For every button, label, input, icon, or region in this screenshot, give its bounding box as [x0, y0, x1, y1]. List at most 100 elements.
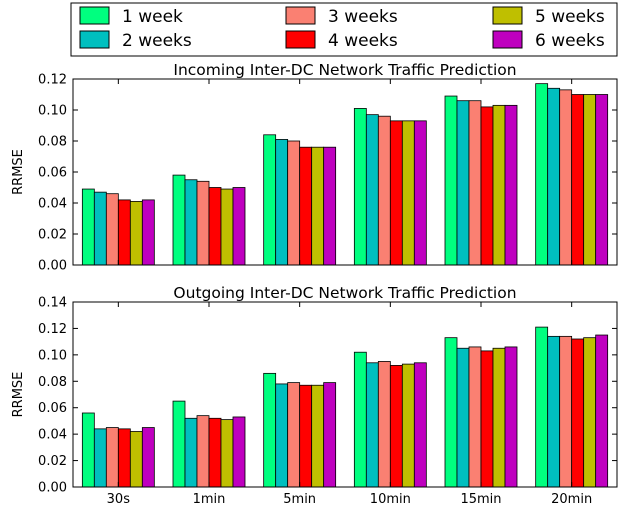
bar	[365, 362, 379, 488]
legend-label: 5 weeks	[535, 7, 605, 27]
legend-frame	[70, 2, 618, 57]
x-tick-label: 5min	[283, 492, 316, 507]
bar	[583, 94, 597, 266]
bar	[311, 384, 325, 488]
bar	[105, 427, 119, 488]
legend: 1 week 2 weeks 3 weeks 4 weeks 5 weeks 6 week…	[70, 2, 618, 57]
bar	[535, 326, 549, 488]
bar	[220, 419, 234, 488]
bar	[468, 346, 482, 488]
y-tick-label: 0.10	[38, 104, 67, 119]
y-tick-label: 0.08	[38, 375, 67, 390]
legend-label: 2 weeks	[122, 31, 192, 51]
bar	[117, 428, 131, 488]
bar	[184, 417, 198, 488]
bar	[263, 372, 277, 488]
x-tick-label: 10min	[370, 492, 411, 507]
legend-label: 6 weeks	[535, 31, 605, 51]
bar	[311, 146, 325, 266]
bar	[365, 114, 379, 266]
bar	[129, 201, 143, 266]
bar	[401, 120, 415, 266]
bar	[141, 427, 155, 488]
bar	[456, 347, 470, 488]
y-tick-label: 0.04	[38, 197, 67, 212]
bar	[196, 415, 210, 488]
bar	[480, 106, 494, 266]
bar	[353, 351, 367, 488]
bar	[81, 188, 95, 266]
legend-swatch	[492, 30, 523, 49]
bar	[141, 199, 155, 266]
bar	[208, 187, 222, 266]
bar	[93, 191, 107, 266]
bar	[263, 134, 277, 266]
bar	[299, 384, 313, 488]
bar	[559, 335, 573, 488]
y-tick-label: 0.10	[38, 348, 67, 363]
bar	[232, 416, 246, 488]
bar	[413, 362, 427, 488]
y-tick-label: 0.08	[38, 135, 67, 150]
legend-swatch	[79, 6, 110, 25]
bar	[287, 140, 301, 266]
y-tick-label: 0.12	[38, 73, 67, 88]
legend-label: 4 weeks	[328, 31, 398, 51]
bar	[353, 108, 367, 266]
bar	[547, 335, 561, 488]
x-tick-label: 15min	[460, 492, 501, 507]
bar	[504, 346, 518, 488]
y-tick-label: 0.06	[38, 166, 67, 181]
incoming-traffic-panel: Incoming Inter-DC Network Traffic Predic…	[11, 61, 618, 274]
bar	[535, 83, 549, 266]
y-axis-label: RRMSE	[11, 372, 26, 418]
bar	[595, 94, 609, 266]
bar	[444, 337, 458, 488]
bar	[275, 139, 289, 266]
bar	[81, 412, 95, 488]
x-tick-label: 20min	[551, 492, 592, 507]
bar	[571, 94, 585, 266]
bar	[323, 382, 337, 488]
bar	[287, 382, 301, 488]
bar	[377, 361, 391, 488]
chart-title: Incoming Inter-DC Network Traffic Predic…	[173, 61, 516, 79]
bar	[220, 188, 234, 266]
bar	[232, 187, 246, 266]
x-tick-label: 30s	[107, 492, 131, 507]
bar	[547, 87, 561, 266]
bar	[413, 120, 427, 266]
bar	[559, 89, 573, 266]
y-tick-label: 0.12	[38, 322, 67, 337]
bar	[129, 431, 143, 488]
bar	[456, 100, 470, 266]
plot-frame	[72, 301, 618, 488]
bar	[196, 180, 210, 266]
y-tick-label: 0.14	[38, 296, 67, 311]
bar	[583, 337, 597, 488]
bar	[492, 104, 506, 266]
legend-label: 3 weeks	[328, 7, 398, 27]
bar	[468, 100, 482, 266]
bar	[492, 347, 506, 488]
y-tick-label: 0.06	[38, 401, 67, 416]
bar	[208, 417, 222, 488]
y-tick-label: 0.00	[38, 481, 67, 496]
y-tick-label: 0.04	[38, 428, 67, 443]
bar	[184, 179, 198, 266]
bar	[389, 365, 403, 488]
bar	[93, 428, 107, 488]
y-tick-label: 0.00	[38, 259, 67, 274]
bar	[323, 146, 337, 266]
x-tick-label: 1min	[193, 492, 226, 507]
bar	[595, 334, 609, 488]
bar	[480, 350, 494, 488]
bar	[444, 95, 458, 266]
legend-label: 1 week	[122, 7, 183, 27]
bar	[401, 363, 415, 488]
legend-swatch	[79, 30, 110, 49]
outgoing-traffic-panel: Outgoing Inter-DC Network Traffic Predic…	[11, 284, 618, 507]
legend-swatch	[285, 6, 316, 25]
legend-swatch	[285, 30, 316, 49]
